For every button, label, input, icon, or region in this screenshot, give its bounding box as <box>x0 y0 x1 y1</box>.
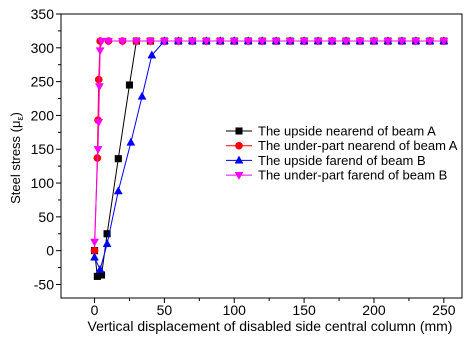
series-4-point <box>383 37 393 46</box>
legend-item: The upside nearend of beam A <box>226 124 436 139</box>
series-4-point <box>145 37 155 46</box>
series-4-point <box>187 37 197 46</box>
series-4-point <box>369 37 379 46</box>
plot-frame <box>60 13 463 299</box>
series-3-point <box>113 186 123 195</box>
x-axis-label: Vertical displacement of disabled side c… <box>88 318 453 334</box>
series-4-point <box>355 37 365 46</box>
x-tick-label: 250 <box>432 302 456 318</box>
y-tick-label: 0 <box>46 243 54 259</box>
series-3-point <box>126 137 136 146</box>
series-2-point <box>94 75 103 84</box>
legend-marker <box>234 171 244 180</box>
series-3-point <box>102 239 112 248</box>
series-4-point <box>425 37 435 46</box>
y-tick-label: 100 <box>31 175 55 191</box>
legend-label: The upside nearend of beam A <box>258 124 436 139</box>
legend-label: The under-part nearend of beam A <box>258 138 458 153</box>
series-1-point <box>103 230 111 238</box>
x-tick-label: 50 <box>157 302 173 318</box>
legend-marker <box>235 141 243 150</box>
x-tick-label: 150 <box>292 302 316 318</box>
series-4-point <box>90 238 99 247</box>
x-tick-label: 100 <box>223 302 247 318</box>
series-4-point <box>299 37 309 46</box>
series-4-point <box>104 37 113 46</box>
y-tick-label: 300 <box>31 40 55 56</box>
series-4-point <box>243 37 253 46</box>
series-1-point <box>125 81 134 89</box>
series-4-point <box>313 37 323 46</box>
legend-marker <box>235 127 243 135</box>
series-4-point <box>341 37 351 46</box>
x-tick-label: 200 <box>362 302 386 318</box>
series-4-point <box>94 119 104 128</box>
axis-ticks: -50 0 50 100 150 200 250 300 350 0 50 100 150 200 250 <box>31 6 456 318</box>
series-4-point <box>257 37 267 46</box>
y-tick-label: 250 <box>31 74 55 90</box>
series-4-point <box>93 146 103 155</box>
legend-label: The under-part farend of beam B <box>258 168 447 183</box>
y-tick-label: 350 <box>31 6 55 22</box>
series-3-point <box>95 264 105 273</box>
series-3-point <box>137 91 147 100</box>
y-tick-label: 50 <box>38 209 54 225</box>
series-3-point <box>147 50 157 59</box>
legend-item: The under-part farend of beam B <box>226 168 447 183</box>
legend-item: The upside farend of beam B <box>226 153 426 168</box>
series-4-point <box>411 37 421 46</box>
series-4-point <box>159 37 169 46</box>
series-4-point <box>285 37 295 46</box>
series-4-point <box>173 37 183 46</box>
y-axis-label-end: ) <box>8 112 23 116</box>
series-4 <box>90 37 449 247</box>
y-tick-label: 150 <box>31 141 55 157</box>
legend-label: The upside farend of beam B <box>258 153 426 168</box>
y-axis-label-subscript: ε <box>15 116 25 120</box>
series-4-point <box>327 37 337 46</box>
series-4-point <box>439 37 449 46</box>
legend-marker <box>234 155 244 164</box>
series-4-point <box>215 37 225 46</box>
y-axis-label-main: Steel stress (μ <box>8 121 23 204</box>
series-4-point <box>95 47 105 56</box>
series-4-point <box>132 37 141 46</box>
series-4-point <box>229 37 239 46</box>
series-4-point <box>97 37 106 46</box>
series-4-point <box>201 37 211 46</box>
legend-item: The under-part nearend of beam A <box>226 138 458 153</box>
x-tick-label: 0 <box>91 302 99 318</box>
y-tick-label: -50 <box>34 276 54 292</box>
series-4-point <box>271 37 281 46</box>
series-3-point <box>90 252 99 261</box>
y-axis-label: Steel stress (με) <box>8 112 25 204</box>
series-4-point <box>118 37 127 46</box>
series-1-point <box>114 155 122 163</box>
y-tick-label: 200 <box>31 107 55 123</box>
series-4-point <box>94 83 104 92</box>
series-layer <box>90 36 449 280</box>
series-4-point <box>397 37 407 46</box>
